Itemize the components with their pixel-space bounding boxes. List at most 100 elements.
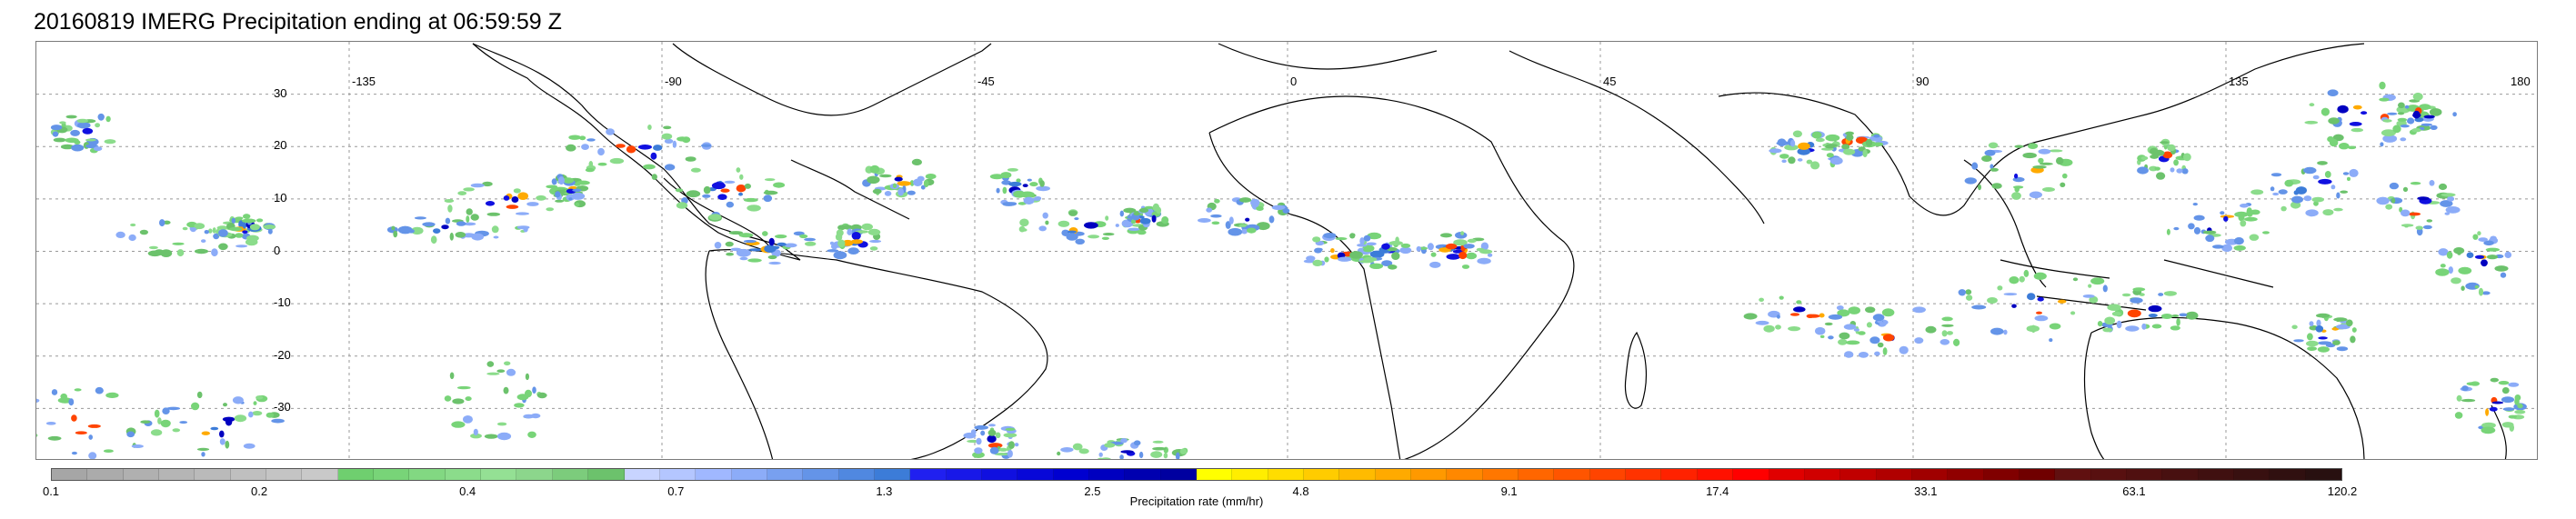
precip-cell (2039, 162, 2053, 165)
precip-cell (493, 235, 499, 239)
precip-cell (1068, 210, 1078, 216)
precip-cell (925, 174, 937, 180)
precip-cell (2411, 128, 2421, 133)
precip-cell (1282, 208, 1290, 214)
precip-cell (2318, 178, 2332, 185)
precip-cell (2466, 382, 2480, 386)
precip-cell (744, 183, 752, 189)
precip-cell (1487, 253, 1493, 257)
precip-cell (2332, 340, 2340, 345)
precip-cell (422, 222, 436, 227)
precip-cell (1445, 243, 1458, 250)
precip-cell (212, 227, 216, 234)
precip-cell (923, 180, 929, 187)
precip-cell (2223, 215, 2229, 222)
precip-cell (95, 386, 104, 394)
precip-cell (131, 444, 144, 448)
colorbar-swatch (1769, 469, 1805, 480)
precip-cell (68, 398, 75, 406)
colorbar-swatch (409, 469, 446, 480)
precip-cell (2026, 325, 2040, 333)
precip-cell (2429, 180, 2435, 186)
precip-cell (663, 125, 672, 130)
precip-cell (1104, 443, 1116, 448)
precip-cell (989, 446, 999, 454)
precip-cell (1429, 261, 1441, 268)
colorbar-swatch (1160, 469, 1197, 480)
precip-cell (987, 429, 997, 436)
colorbar-swatch (2233, 469, 2270, 480)
precip-cell (2270, 173, 2282, 177)
precip-cell (2385, 204, 2393, 210)
precip-cell (463, 222, 476, 226)
precip-cell (172, 242, 185, 245)
precip-cell (2132, 287, 2146, 292)
precip-cell (2498, 381, 2510, 385)
precip-cell (546, 185, 558, 189)
precip-cell (36, 434, 38, 437)
precip-cell (1057, 451, 1061, 456)
precip-cell (444, 395, 452, 402)
precip-cell (2166, 228, 2170, 235)
precip-cell (1002, 186, 1007, 195)
precip-cell (486, 212, 501, 216)
precip-cell (2336, 346, 2349, 352)
precip-cell (1101, 236, 1109, 240)
precip-cell (1912, 306, 1927, 314)
colorbar-swatch (230, 469, 267, 480)
precip-cell (2150, 147, 2159, 155)
precip-cell (1793, 306, 1806, 313)
precip-cell (2313, 201, 2319, 206)
colorbar-label: Precipitation rate (mm/hr) (1129, 494, 1264, 508)
precip-cell (1941, 324, 1954, 327)
precip-cell (2003, 293, 2018, 296)
precip-cell (747, 205, 761, 212)
precip-cell (194, 248, 209, 255)
precip-cell (2342, 172, 2350, 175)
precip-cell (626, 145, 636, 154)
precip-cell (1869, 336, 1880, 344)
precip-cell (194, 223, 205, 230)
colorbar-swatch (1232, 469, 1268, 480)
precip-cell (879, 174, 892, 178)
precip-cell (1016, 178, 1021, 183)
precip-cell (1882, 334, 1895, 342)
precip-cell (71, 414, 77, 422)
precip-cell (2448, 266, 2453, 274)
colorbar-swatch (52, 469, 88, 480)
precip-cell (2171, 314, 2180, 317)
precip-cell (2376, 196, 2390, 205)
colorbar-swatch (1626, 469, 1662, 480)
precip-cell (2311, 196, 2324, 203)
precip-cell (2176, 168, 2183, 174)
precip-cell (249, 224, 260, 231)
precip-cell (1990, 327, 2004, 335)
precip-cell (748, 248, 763, 252)
precip-cell (1256, 206, 1264, 211)
precip-cell (1176, 452, 1180, 459)
longitude-label: -135 (352, 75, 376, 88)
precip-cell (2062, 173, 2068, 179)
precip-cell (686, 190, 701, 198)
precip-cell (2127, 309, 2141, 318)
precip-cell (470, 214, 479, 221)
precip-cell (514, 403, 525, 408)
precip-cell (2293, 339, 2304, 343)
colorbar-swatch (1088, 469, 1126, 480)
longitude-label: -45 (977, 75, 995, 88)
precip-cell (1776, 314, 1780, 319)
precip-cell (1846, 134, 1854, 141)
precip-cell (445, 217, 451, 225)
precip-cell (243, 443, 256, 449)
precip-cell (720, 188, 730, 193)
precip-cell (75, 431, 87, 435)
precip-cell (579, 135, 586, 141)
precip-cell (430, 235, 437, 245)
precip-cell (2303, 166, 2317, 175)
precip-cell (763, 195, 773, 203)
precip-cell (163, 220, 171, 225)
precip-cell (154, 409, 160, 418)
precip-cell (708, 214, 722, 221)
precip-cell (2329, 138, 2339, 147)
precip-cell (2328, 117, 2340, 125)
